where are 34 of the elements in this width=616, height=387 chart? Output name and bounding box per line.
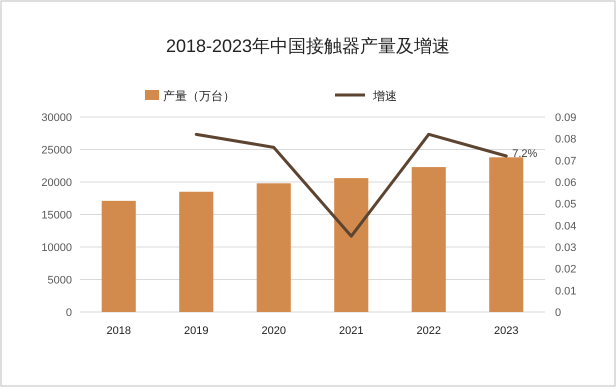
y2-tick-label: 0.04 <box>555 220 576 232</box>
data-label: 7.2% <box>512 148 538 160</box>
bar <box>256 183 291 312</box>
y2-tick-label: 0.09 <box>555 112 576 124</box>
bar <box>334 178 368 312</box>
x-tick-label: 2022 <box>416 325 441 337</box>
x-tick-label: 2020 <box>262 325 286 337</box>
bar <box>102 200 136 312</box>
y-tick-label: 0 <box>66 307 72 319</box>
y-tick-label: 15000 <box>41 210 72 222</box>
chart-title: 2018-2023年中国接触器产量及增速 <box>166 36 450 56</box>
y-tick-label: 5000 <box>48 274 72 286</box>
y2-tick-label: 0.03 <box>555 242 576 254</box>
y2-tick-label: 0 <box>555 307 562 319</box>
line-series <box>194 132 508 238</box>
y2-tick-label: 0.08 <box>555 134 576 146</box>
y2-tick-label: 0.07 <box>555 155 576 168</box>
x-tick-label: 2019 <box>184 325 208 337</box>
y2-tick-label: 0.05 <box>555 198 576 211</box>
y-tick-label: 25000 <box>41 144 72 156</box>
y2-tick-label: 0.01 <box>555 285 576 298</box>
y-tick-label: 20000 <box>41 177 72 189</box>
y2-tick-label: 0.02 <box>555 264 576 276</box>
x-tick-label: 2023 <box>494 325 518 337</box>
x-tick-label: 2021 <box>339 325 364 337</box>
bar <box>412 167 446 312</box>
bar <box>179 192 214 312</box>
y-tick-label: 10000 <box>41 242 72 254</box>
bar <box>489 157 524 312</box>
legend-label: 增速 <box>372 89 397 103</box>
y-tick-label: 30000 <box>41 112 72 124</box>
x-tick-label: 2018 <box>106 325 131 337</box>
legend-label: 产量（万台） <box>163 89 235 103</box>
y2-tick-label: 0.06 <box>555 177 576 189</box>
